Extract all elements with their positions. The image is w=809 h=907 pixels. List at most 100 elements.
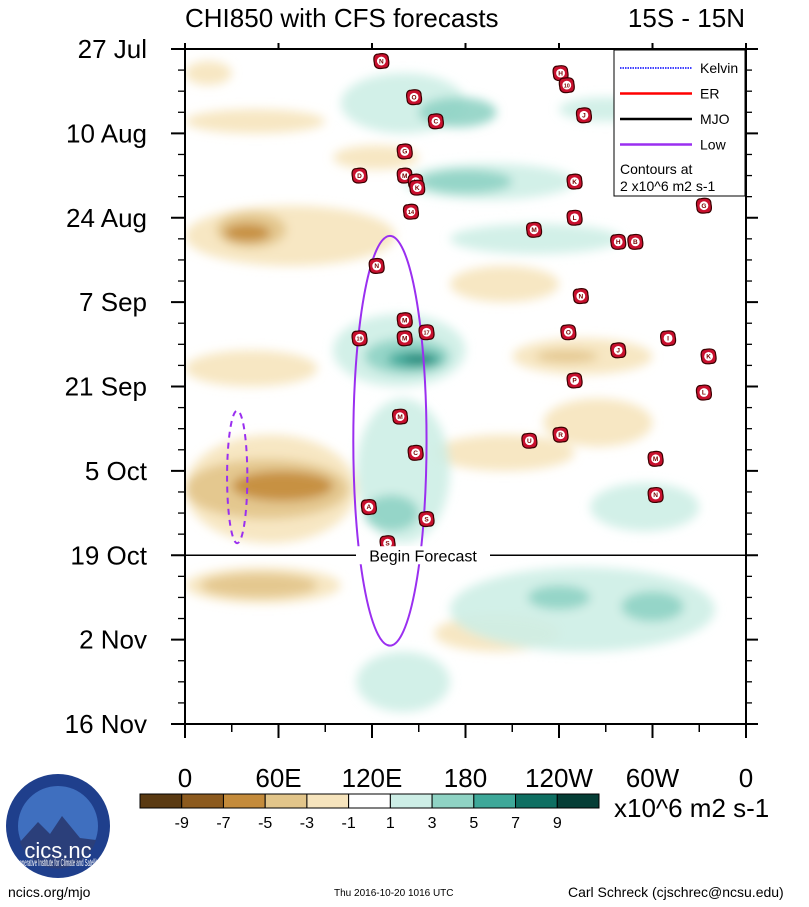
storm-marker-17: B <box>627 233 644 250</box>
storm-eye <box>563 327 573 337</box>
storm-eye <box>562 80 572 90</box>
storm-marker-35: N <box>647 486 664 504</box>
anomaly-region-14 <box>434 434 575 471</box>
storm-label: K <box>706 354 711 361</box>
storm-eye <box>570 177 579 186</box>
storm-eye <box>355 333 364 343</box>
y-tick-label: 27 Jul <box>78 34 147 64</box>
storm-eye <box>364 502 374 512</box>
anomaly-region-9 <box>535 350 598 363</box>
storm-label: O <box>412 94 417 101</box>
storm-eye <box>411 448 421 458</box>
x-tick-label: 120E <box>342 763 403 793</box>
storm-marker-23: M <box>396 330 413 347</box>
storm-marker-14: L <box>566 209 583 226</box>
footer-link[interactable]: ncics.org/mjo <box>8 884 91 900</box>
storm-marker-37: S <box>418 511 435 528</box>
storm-marker-22: 19 <box>351 330 368 347</box>
storm-label: S <box>424 516 429 523</box>
storm-marker-13: 14 <box>402 203 420 220</box>
colorbar-label: -9 <box>175 815 189 832</box>
colorbar-label: 5 <box>469 815 478 832</box>
storm-marker-0: N <box>373 53 390 70</box>
x-tick-label: 60E <box>255 763 301 793</box>
storm-eye <box>529 225 539 235</box>
storm-marker-27: K <box>700 348 717 365</box>
colorbar-label: 3 <box>428 815 437 832</box>
storm-eye <box>651 490 661 500</box>
chart-title: CHI850 with CFS forecasts <box>185 3 499 33</box>
anomaly-region-1 <box>185 109 326 134</box>
anomaly-region-21 <box>418 169 513 194</box>
anomaly-region-32 <box>527 585 591 610</box>
legend-label-er: ER <box>700 86 719 102</box>
storm-eye <box>422 514 431 524</box>
storm-marker-4: J <box>575 107 593 124</box>
colorbar-swatch-8 <box>473 793 517 809</box>
colorbar-label: -7 <box>216 815 230 832</box>
storm-marker-5: C <box>427 113 444 130</box>
storm-eye <box>613 237 623 247</box>
storm-eye <box>400 315 410 325</box>
storm-label: N <box>379 58 384 65</box>
anomaly-region-31 <box>449 567 715 652</box>
anomaly-region-0 <box>185 61 232 86</box>
axis-ticks: 0 60E 120E 180 120W 60W 0 27 Jul 10 Aug 24 Aug 7 S… <box>65 34 758 793</box>
storm-label: U <box>527 438 532 445</box>
storm-label: N <box>578 293 583 300</box>
footer-author: Carl Schreck (cjschrec@ncsu.edu) <box>568 884 784 900</box>
storm-marker-32: U <box>521 432 538 449</box>
storm-label: M <box>653 456 658 463</box>
storm-label: S <box>385 540 390 547</box>
forecast-label: Begin Forecast <box>369 548 477 565</box>
legend-contours-line1: Contours at <box>620 161 692 177</box>
storm-label: H <box>558 70 563 77</box>
colorbar-label: -5 <box>258 815 272 832</box>
anomaly-region-7 <box>185 350 318 387</box>
storm-marker-15: M <box>525 221 543 238</box>
storm-eye <box>570 376 579 385</box>
colorbar-label: -1 <box>342 815 356 832</box>
storm-label: J <box>616 348 620 355</box>
storm-label: G <box>701 203 706 210</box>
y-tick-label: 5 Oct <box>85 456 148 486</box>
x-tick-label: 0 <box>739 763 753 793</box>
anomaly-region-23 <box>449 223 622 254</box>
forecast-label-background <box>356 546 490 565</box>
storm-label: N <box>653 492 658 499</box>
storm-label: K <box>415 185 420 192</box>
storm-marker-2: 10 <box>558 77 575 94</box>
storm-label: C <box>434 119 439 126</box>
storm-marker-33: C <box>407 444 424 461</box>
storm-marker-10: K <box>409 179 426 196</box>
colorbar-label: 1 <box>386 815 395 832</box>
colorbar-swatch-3 <box>264 793 308 809</box>
storm-eye <box>395 412 405 422</box>
storm-label: G <box>402 149 407 156</box>
storm-label: L <box>573 215 577 222</box>
footer-timestamp: Thu 2016-10-20 1016 UTC <box>334 888 454 899</box>
storm-marker-11: K <box>566 173 583 190</box>
storm-marker-19: N <box>572 288 589 305</box>
storm-eye <box>400 333 410 343</box>
storm-eye <box>383 538 392 548</box>
colorbar-label: 7 <box>511 815 520 832</box>
legend: Kelvin ER MJO Low Contours at 2 x10^6 m2 s-… <box>613 49 746 197</box>
y-tick-label: 7 Sep <box>79 287 147 317</box>
low-contour-1 <box>226 409 249 545</box>
storm-label: O <box>566 329 571 336</box>
logo-mountains <box>20 816 96 869</box>
storm-label: A <box>367 504 372 511</box>
anomaly-region-27 <box>403 356 435 363</box>
storm-marker-6: G <box>396 143 413 160</box>
storm-eye <box>406 207 416 217</box>
low-contour-0 <box>352 234 428 647</box>
anomaly-region-10 <box>543 398 653 447</box>
storm-eye <box>376 56 386 66</box>
colorbar-swatch-5 <box>348 793 391 809</box>
colorbar-swatch-9 <box>515 793 558 809</box>
y-tick-label: 2 Nov <box>79 625 147 655</box>
storm-label: N <box>374 263 379 270</box>
storm-label: 10 <box>564 83 570 89</box>
